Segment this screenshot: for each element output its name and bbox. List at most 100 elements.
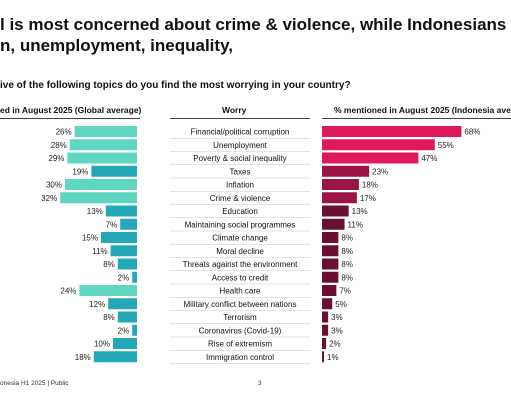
indonesia-bar xyxy=(322,351,325,363)
global-bar xyxy=(67,152,137,164)
indonesia-value-label: 11% xyxy=(348,220,363,229)
indonesia-column-header: % mentioned in August 2025 (Indonesia av… xyxy=(334,105,511,115)
global-bar xyxy=(101,232,137,243)
indonesia-value-label: 3% xyxy=(331,313,343,322)
indonesia-bar xyxy=(322,232,339,243)
global-value-label: 10% xyxy=(94,340,110,349)
category-label: Taxes xyxy=(230,167,251,176)
category-label: Threats against the environment xyxy=(183,260,299,269)
global-value-label: 7% xyxy=(106,220,118,229)
global-value-label: 32% xyxy=(41,194,57,203)
global-bar xyxy=(117,311,137,323)
headline: l is most concerned about crime & violen… xyxy=(0,14,511,56)
indonesia-value-label: 8% xyxy=(341,260,353,269)
indonesia-value-label: 8% xyxy=(341,234,353,243)
indonesia-value-label: 2% xyxy=(329,340,341,349)
indonesia-value-label: 13% xyxy=(352,207,368,216)
global-bar xyxy=(132,271,137,283)
indonesia-bar xyxy=(322,218,345,230)
headline-line-1: l is most concerned about crime & violen… xyxy=(0,15,511,34)
global-value-label: 24% xyxy=(60,287,76,296)
indonesia-bar xyxy=(322,139,435,151)
global-bar xyxy=(65,179,137,190)
global-value-label: 19% xyxy=(72,167,88,176)
global-bar xyxy=(117,258,137,270)
global-bar xyxy=(105,205,137,217)
headline-line-2: n, unemployment, inequality, xyxy=(0,36,233,55)
category-label: Health care xyxy=(220,287,261,296)
global-value-label: 15% xyxy=(82,234,98,243)
global-bar xyxy=(79,285,137,296)
global-bar xyxy=(93,351,137,363)
global-value-label: 12% xyxy=(89,300,105,309)
indonesia-bar xyxy=(322,179,359,190)
category-label: Access to credit xyxy=(212,273,269,282)
global-value-label: 8% xyxy=(103,313,115,322)
global-value-label: 11% xyxy=(92,247,107,256)
indonesia-bar xyxy=(322,285,337,296)
category-label: Education xyxy=(222,207,258,216)
global-value-label: 13% xyxy=(87,207,103,216)
indonesia-value-label: 3% xyxy=(331,326,343,335)
indonesia-value-label: 7% xyxy=(339,287,351,296)
indonesia-value-label: 17% xyxy=(360,194,376,203)
category-label: Terrorism xyxy=(223,313,257,322)
global-value-label: 8% xyxy=(103,260,115,269)
global-bar xyxy=(108,298,137,310)
global-value-label: 26% xyxy=(56,128,72,137)
indonesia-value-label: 23% xyxy=(372,167,388,176)
global-value-label: 18% xyxy=(75,353,91,362)
indonesia-bar xyxy=(322,192,357,204)
indonesia-bar xyxy=(322,311,329,323)
global-bar xyxy=(110,245,137,257)
worry-header-rule xyxy=(170,118,310,119)
indonesia-bar xyxy=(322,324,329,336)
indonesia-value-label: 1% xyxy=(327,353,339,362)
category-label: Rise of extremism xyxy=(208,340,272,349)
indonesia-bar xyxy=(322,126,462,137)
indonesia-value-label: 47% xyxy=(421,154,437,163)
worry-column-header: Worry xyxy=(222,105,247,115)
global-bar xyxy=(74,126,137,137)
indonesia-header-rule xyxy=(322,118,511,119)
category-label: Coronavirus (Covid-19) xyxy=(199,326,282,335)
indonesia-value-label: 18% xyxy=(362,181,378,190)
category-label: Crime & violence xyxy=(210,194,271,203)
category-label: Climate change xyxy=(212,234,268,243)
global-value-label: 30% xyxy=(46,181,62,190)
category-label: Military conflict between nations xyxy=(184,300,297,309)
global-value-label: 28% xyxy=(51,141,67,150)
category-label: Unemployment xyxy=(213,141,268,150)
global-column-header: ed in August 2025 (Global average) xyxy=(0,105,142,115)
footer-source: onesia H1 2025 | Public xyxy=(0,380,69,387)
category-label: Inflation xyxy=(226,181,254,190)
global-value-label: 2% xyxy=(118,326,130,335)
indonesia-bar xyxy=(322,338,327,349)
global-bar xyxy=(69,139,137,151)
category-label: Financial/political corruption xyxy=(191,128,290,137)
category-label: Maintaining social programmes xyxy=(185,220,296,229)
indonesia-value-label: 68% xyxy=(464,128,480,137)
global-bar xyxy=(120,218,137,230)
global-bar xyxy=(132,324,137,336)
indonesia-bar xyxy=(322,271,339,283)
global-value-label: 29% xyxy=(48,154,64,163)
indonesia-bar xyxy=(322,165,370,177)
global-bar xyxy=(60,192,138,204)
category-label: Moral decline xyxy=(216,247,264,256)
indonesia-bar xyxy=(322,205,349,217)
indonesia-bar xyxy=(322,258,339,270)
global-header-rule xyxy=(0,118,140,119)
indonesia-value-label: 8% xyxy=(341,247,353,256)
global-value-label: 2% xyxy=(118,273,130,282)
indonesia-bar xyxy=(322,245,339,257)
indonesia-value-label: 8% xyxy=(341,273,353,282)
indonesia-value-label: 55% xyxy=(438,141,454,150)
category-label: Immigration control xyxy=(206,353,274,362)
indonesia-value-label: 5% xyxy=(335,300,347,309)
global-bar xyxy=(91,165,137,177)
category-label: Poverty & social inequality xyxy=(193,154,286,163)
survey-question: ive of the following topics do you find … xyxy=(0,80,351,91)
